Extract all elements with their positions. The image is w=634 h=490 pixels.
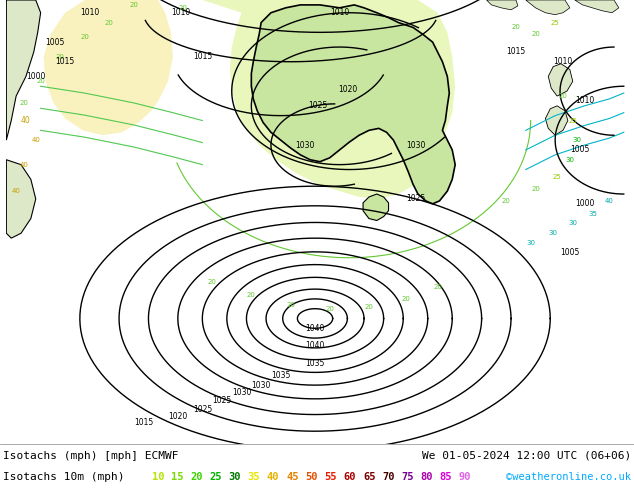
Text: 75: 75 <box>401 472 414 482</box>
Polygon shape <box>575 0 619 13</box>
Text: 45: 45 <box>286 472 299 482</box>
Text: 1010: 1010 <box>80 8 100 17</box>
Text: 90: 90 <box>459 472 472 482</box>
Text: 1030: 1030 <box>232 389 251 397</box>
Text: 1035: 1035 <box>306 359 325 368</box>
Text: 20: 20 <box>247 292 256 298</box>
Text: 25: 25 <box>209 472 222 482</box>
Text: 20: 20 <box>129 2 138 8</box>
Text: 50: 50 <box>306 472 318 482</box>
Text: 55: 55 <box>325 472 337 482</box>
Text: 30: 30 <box>568 220 578 226</box>
Polygon shape <box>202 0 455 199</box>
Text: 10: 10 <box>152 472 164 482</box>
Text: 20: 20 <box>325 306 334 312</box>
Text: 1000: 1000 <box>575 199 594 208</box>
Text: 25: 25 <box>569 118 577 123</box>
Text: 35: 35 <box>248 472 260 482</box>
Text: 40: 40 <box>11 188 20 194</box>
Text: 20: 20 <box>36 78 45 84</box>
Text: 40: 40 <box>31 137 40 143</box>
Text: 1040: 1040 <box>306 324 325 333</box>
Polygon shape <box>6 160 36 238</box>
Text: 25: 25 <box>551 20 560 25</box>
Text: Isotachs (mph) [mph] ECMWF: Isotachs (mph) [mph] ECMWF <box>3 451 179 461</box>
Text: 1030: 1030 <box>252 381 271 390</box>
Text: Isotachs 10m (mph): Isotachs 10m (mph) <box>3 472 124 482</box>
Text: 20: 20 <box>531 186 540 192</box>
Text: 1010: 1010 <box>171 8 190 17</box>
Text: 1025: 1025 <box>406 195 425 203</box>
Text: 20: 20 <box>501 198 510 204</box>
Polygon shape <box>545 106 568 135</box>
Text: 1000: 1000 <box>26 72 46 81</box>
Text: 70: 70 <box>382 472 394 482</box>
Text: 60: 60 <box>344 472 356 482</box>
Text: 20: 20 <box>512 24 521 30</box>
Text: 20: 20 <box>20 100 29 106</box>
Text: 1010: 1010 <box>330 8 349 17</box>
Text: 35: 35 <box>588 211 597 217</box>
Text: 1015: 1015 <box>193 52 212 61</box>
Text: 1040: 1040 <box>306 342 325 350</box>
Text: 30: 30 <box>526 240 535 246</box>
Text: 85: 85 <box>440 472 452 482</box>
Text: 1030: 1030 <box>295 141 315 149</box>
Text: 1010: 1010 <box>575 97 594 105</box>
Text: 20: 20 <box>402 296 411 302</box>
Text: We 01-05-2024 12:00 UTC (06+06): We 01-05-2024 12:00 UTC (06+06) <box>422 451 631 461</box>
Text: 1015: 1015 <box>134 418 153 427</box>
Text: 40: 40 <box>605 198 614 204</box>
Polygon shape <box>6 0 41 140</box>
Text: 1020: 1020 <box>338 85 357 94</box>
Text: 80: 80 <box>420 472 433 482</box>
Text: 1025: 1025 <box>212 396 231 405</box>
Text: 30: 30 <box>573 137 581 143</box>
Polygon shape <box>486 0 518 10</box>
Text: 1015: 1015 <box>56 57 75 66</box>
Text: 1025: 1025 <box>308 101 328 110</box>
Text: 1020: 1020 <box>168 412 188 421</box>
Text: 20: 20 <box>105 20 113 25</box>
Text: 30: 30 <box>228 472 241 482</box>
Polygon shape <box>548 64 573 96</box>
Text: 40: 40 <box>267 472 280 482</box>
Text: 1005: 1005 <box>570 146 590 154</box>
Text: 20: 20 <box>81 34 89 40</box>
Text: 20: 20 <box>190 472 203 482</box>
Text: 20: 20 <box>559 93 567 99</box>
Text: 20: 20 <box>365 304 373 310</box>
Text: 20: 20 <box>208 279 217 285</box>
Text: ©weatheronline.co.uk: ©weatheronline.co.uk <box>506 472 631 482</box>
Text: 1030: 1030 <box>406 141 425 149</box>
Text: 1025: 1025 <box>193 405 212 414</box>
Text: 40: 40 <box>21 116 31 125</box>
Text: 1015: 1015 <box>507 48 526 56</box>
Text: 20: 20 <box>286 302 295 308</box>
Polygon shape <box>363 194 389 221</box>
Text: 20: 20 <box>178 5 187 11</box>
Polygon shape <box>44 0 173 135</box>
Polygon shape <box>526 0 570 15</box>
Text: 20: 20 <box>56 54 65 60</box>
Text: 65: 65 <box>363 472 375 482</box>
Text: 1005: 1005 <box>560 248 579 257</box>
Text: 20: 20 <box>433 284 442 290</box>
Text: 15: 15 <box>171 472 183 482</box>
Text: 25: 25 <box>553 174 562 180</box>
Text: 1010: 1010 <box>553 57 573 66</box>
Text: 30: 30 <box>566 157 574 163</box>
Polygon shape <box>251 5 455 204</box>
Text: 30: 30 <box>548 230 558 236</box>
Text: 1035: 1035 <box>271 371 290 380</box>
Text: 1005: 1005 <box>46 38 65 47</box>
Text: 40: 40 <box>20 162 29 168</box>
Text: 20: 20 <box>531 31 540 37</box>
